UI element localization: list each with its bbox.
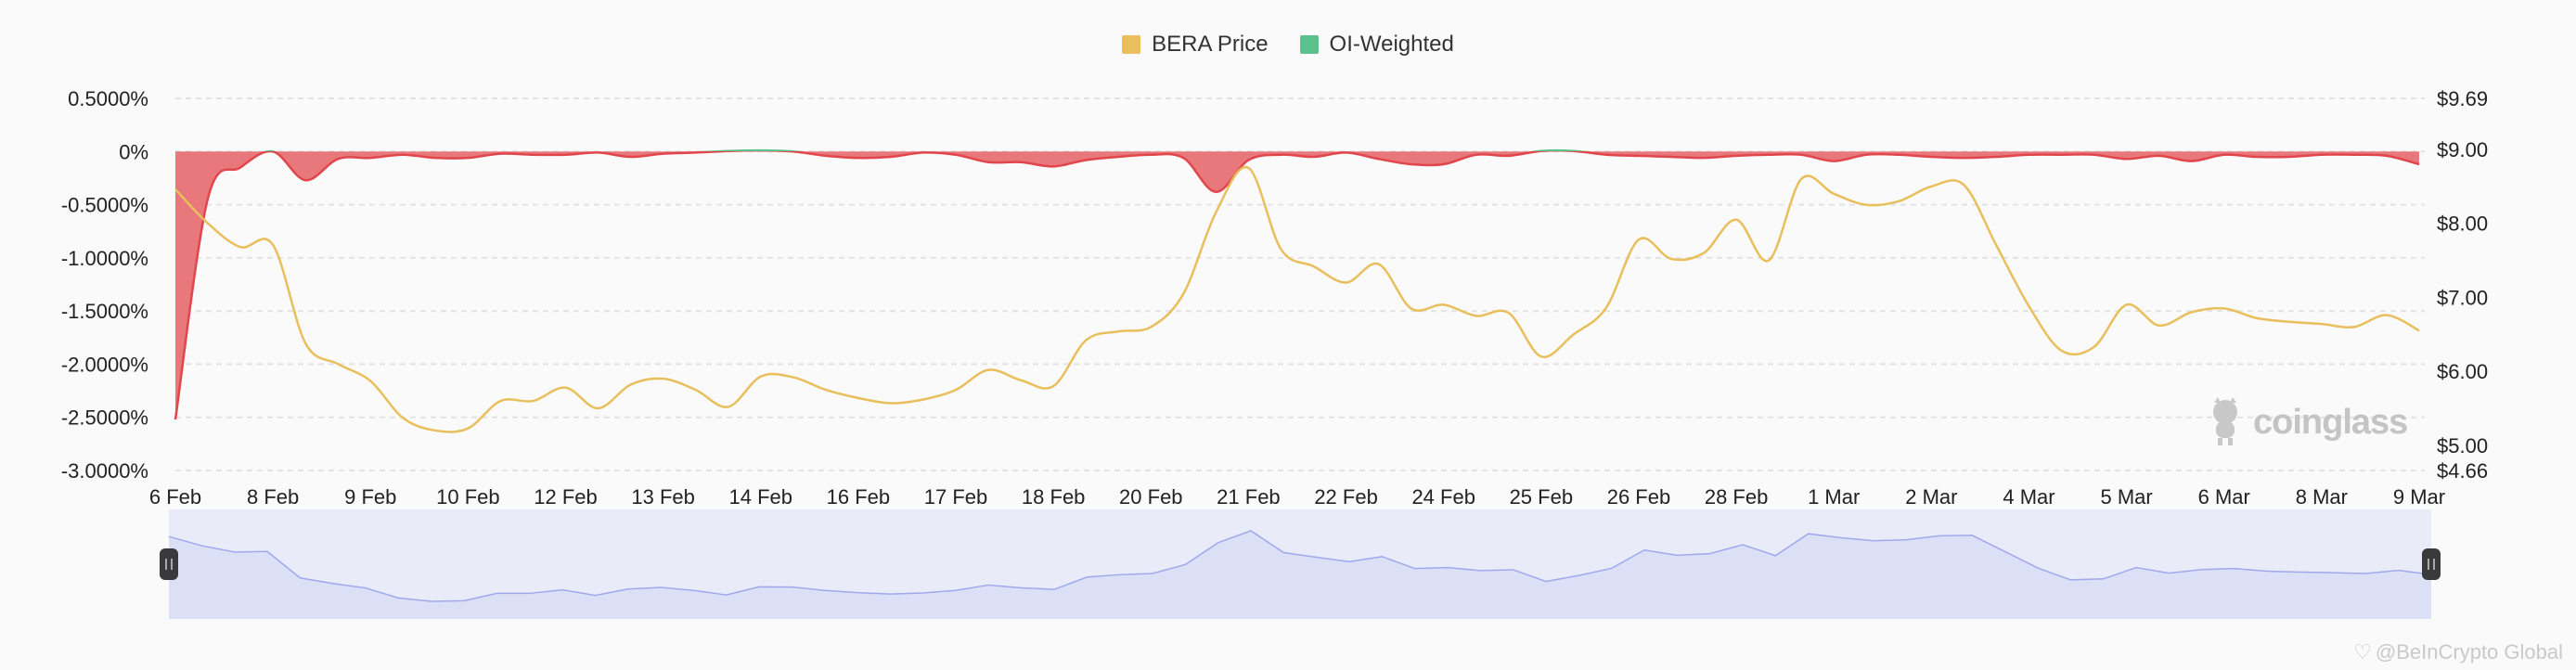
oi-weighted-positive-area bbox=[721, 150, 1578, 151]
navigator-area bbox=[169, 531, 2431, 619]
x-tick-label: 28 Feb bbox=[1705, 485, 1769, 509]
coinglass-mascot-icon bbox=[2213, 397, 2237, 445]
plot-area[interactable] bbox=[174, 148, 2420, 433]
right-axis: $9.69 $9.00 $8.00 $7.00 $6.00 $5.00$4.66 bbox=[2437, 87, 2488, 483]
x-tick-label: 26 Feb bbox=[1607, 485, 1671, 509]
coinglass-logo-text: coinglass bbox=[2253, 402, 2408, 442]
navigator-right-handle[interactable] bbox=[2422, 548, 2441, 580]
x-tick-label: 25 Feb bbox=[1510, 485, 1574, 509]
x-tick-label: 5 Mar bbox=[2100, 485, 2152, 509]
x-tick-label: 8 Feb bbox=[247, 485, 299, 509]
x-tick-label: 8 Mar bbox=[2296, 485, 2348, 509]
left-tick-label: -1.5000% bbox=[61, 300, 148, 323]
x-tick-label: 9 Feb bbox=[344, 485, 396, 509]
right-tick-label: $9.69 bbox=[2437, 87, 2488, 110]
left-axis: 0.5000% 0% -0.5000% -1.0000% -1.5000% -2.0000… bbox=[61, 87, 148, 483]
x-axis: 6 Feb 8 Feb 9 Feb 10 Feb 12 Feb 13 Feb 14 Feb 1… bbox=[149, 485, 2445, 509]
x-tick-label: 13 Feb bbox=[631, 485, 695, 509]
beincrypto-icon: ♡ bbox=[2353, 640, 2372, 664]
handle-grip bbox=[2422, 548, 2441, 580]
bera-price-swatch bbox=[1122, 35, 1141, 54]
x-tick-label: 2 Mar bbox=[1905, 485, 1957, 509]
right-tick-label: $6.00 bbox=[2437, 360, 2488, 383]
x-tick-label: 21 Feb bbox=[1217, 485, 1281, 509]
legend-item-oi-weighted[interactable]: OI-Weighted bbox=[1299, 32, 1454, 58]
oi-weighted-negative-area bbox=[175, 151, 2419, 420]
x-tick-label: 1 Mar bbox=[1808, 485, 1860, 509]
x-tick-label: 6 Mar bbox=[2198, 485, 2250, 509]
navigator-line bbox=[168, 530, 2432, 602]
left-tick-label: -0.5000% bbox=[61, 194, 148, 217]
navigator[interactable] bbox=[160, 509, 2441, 619]
x-tick-label: 9 Mar bbox=[2393, 485, 2445, 509]
x-tick-label: 14 Feb bbox=[729, 485, 793, 509]
left-tick-label: 0% bbox=[119, 140, 148, 163]
legend-label: OI-Weighted bbox=[1329, 32, 1454, 57]
x-tick-label: 4 Mar bbox=[2003, 485, 2054, 509]
oi-weighted-positive-line bbox=[264, 148, 1588, 151]
coinglass-logo: coinglass bbox=[2207, 397, 2408, 447]
right-tick-label: $9.00 bbox=[2437, 138, 2488, 161]
x-tick-label: 12 Feb bbox=[534, 485, 598, 509]
watermark-text: @BeInCrypto Global bbox=[2375, 640, 2563, 664]
x-tick-label: 17 Feb bbox=[924, 485, 988, 509]
left-tick-label: -1.0000% bbox=[61, 247, 148, 270]
handle-grip bbox=[160, 548, 178, 580]
x-tick-label: 22 Feb bbox=[1314, 485, 1378, 509]
oi-weighted-line bbox=[174, 151, 2420, 420]
legend-label: BERA Price bbox=[1152, 32, 1269, 57]
x-tick-label: 18 Feb bbox=[1022, 485, 1086, 509]
right-tick-label: $7.00 bbox=[2437, 286, 2488, 309]
legend-item-bera-price[interactable]: BERA Price bbox=[1122, 32, 1269, 58]
left-tick-label: 0.5000% bbox=[68, 87, 148, 110]
bera-price-line bbox=[174, 165, 2420, 433]
right-tick-label: $5.00 bbox=[2437, 434, 2488, 457]
left-tick-label: -2.5000% bbox=[61, 406, 148, 430]
x-tick-label: 16 Feb bbox=[827, 485, 891, 509]
right-tick-label: $4.66 bbox=[2437, 459, 2488, 483]
navigator-left-handle[interactable] bbox=[160, 548, 178, 580]
x-tick-label: 24 Feb bbox=[1411, 485, 1475, 509]
left-tick-label: -3.0000% bbox=[61, 459, 148, 483]
x-tick-label: 20 Feb bbox=[1119, 485, 1183, 509]
x-tick-label: 6 Feb bbox=[149, 485, 201, 509]
x-tick-label: 10 Feb bbox=[436, 485, 500, 509]
oi-weighted-swatch bbox=[1299, 35, 1319, 54]
left-tick-label: -2.0000% bbox=[61, 353, 148, 376]
legend: BERA Price OI-Weighted bbox=[0, 32, 2576, 58]
right-tick-label: $8.00 bbox=[2437, 213, 2488, 236]
watermark: ♡ @BeInCrypto Global bbox=[2353, 640, 2563, 664]
